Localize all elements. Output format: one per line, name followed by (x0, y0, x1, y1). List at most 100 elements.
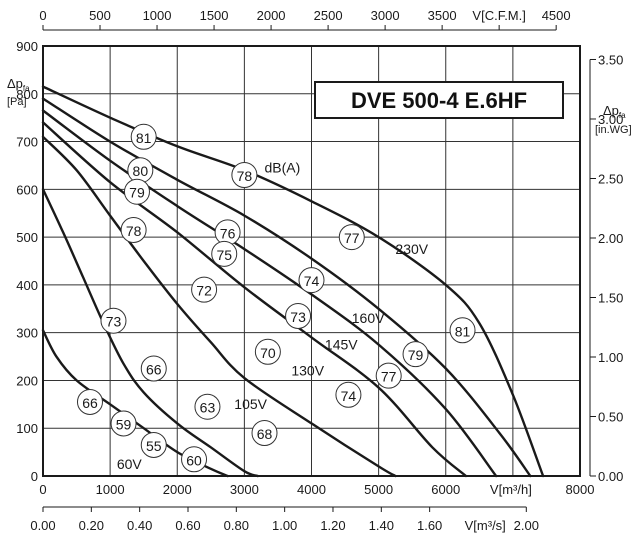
sound-level-value: 77 (381, 369, 397, 385)
sound-level-circle (298, 267, 325, 294)
sound-level-value: 63 (200, 400, 216, 416)
x-tick-label-bottom: 5000 (364, 482, 393, 497)
sound-level-marker: 72 (191, 276, 218, 303)
sound-level-circle (140, 355, 167, 382)
x-tick-label-cfm: 3000 (371, 8, 400, 23)
sound-level-marker: 55 (140, 431, 167, 458)
sound-level-value: 66 (146, 362, 162, 378)
y-tick-label-left: 200 (16, 373, 38, 388)
sound-level-marker: 81 (449, 317, 476, 344)
sound-level-marker: 77 (338, 224, 365, 251)
sound-level-marker: 81 (130, 123, 157, 150)
sound-level-marker: 79 (123, 178, 150, 205)
sound-level-marker: 73 (285, 302, 312, 329)
curve-line (41, 121, 468, 478)
svg-text:Δpfa: Δpfa (603, 103, 626, 120)
sound-level-circle (338, 224, 365, 251)
model-title-box: DVE 500-4 E.6HF (314, 81, 564, 119)
x-tick-label-m3s: 0.80 (224, 518, 249, 533)
x-tick-label-cfm: 2000 (257, 8, 286, 23)
sound-level-value: 77 (344, 230, 360, 246)
x-tick-label-cfm: 1000 (143, 8, 172, 23)
axes: 01002003004005006007008009000.000.501.00… (16, 8, 623, 533)
y-tick-label-left: 300 (16, 326, 38, 341)
x-tick-label-cfm: 4500 (542, 8, 571, 23)
y-tick-label-left: 900 (16, 39, 38, 54)
sound-level-marker: 78 (120, 216, 147, 243)
sound-level-circle (181, 446, 208, 473)
y-tick-label-left: 800 (16, 87, 38, 102)
curve-annotation: 130V (291, 363, 324, 379)
sound-level-marker: 68 (251, 420, 278, 446)
y-tick-label-right: 1.00 (598, 350, 623, 365)
sound-level-circle (449, 317, 476, 344)
sound-level-markers: 81 78 77 81 80 76 74 79 79 75 73 77 78 72 70 74 73 66 63 68… (76, 123, 476, 473)
y-tick-label-right: 3.50 (598, 52, 623, 67)
sound-level-circle (231, 162, 258, 188)
curve-annotation: 145V (325, 336, 358, 352)
x-tick-label-bottom: 3000 (230, 482, 259, 497)
x-tick-label-bottom: 6000 (431, 482, 460, 497)
sound-level-value: 75 (216, 247, 232, 263)
y-tick-label-left: 500 (16, 230, 38, 245)
sound-level-circle (76, 388, 103, 415)
y-tick-label-left: 400 (16, 278, 38, 293)
sound-level-circle (375, 362, 402, 389)
sound-level-value: 79 (408, 347, 424, 363)
sound-level-marker: 70 (254, 338, 281, 365)
curve-annotation: 105V (234, 396, 267, 412)
curve-line (41, 135, 397, 478)
sound-level-marker: 66 (140, 355, 167, 382)
sound-level-value: 60 (186, 452, 202, 468)
x-tick-label-cfm: 0 (39, 8, 46, 23)
x-tick-label-m3s: 2.00 (514, 518, 539, 533)
curve-annotation: 230V (395, 241, 428, 257)
svg-text:Δpfa: Δpfa (7, 76, 30, 93)
sound-level-circle (251, 420, 278, 446)
sound-level-value: 74 (341, 388, 357, 404)
y-tick-label-left: 600 (16, 182, 38, 197)
sound-level-marker: 73 (100, 307, 127, 334)
sound-level-value: 68 (257, 426, 273, 442)
x-tick-label-m3s: 1.60 (417, 518, 442, 533)
sound-level-value: 81 (455, 323, 471, 339)
x-tick-label-cfm: 1500 (200, 8, 229, 23)
x-tick-label-m3s: 0.40 (127, 518, 152, 533)
right-axis-title: Δpfa [in.WG] (595, 103, 632, 136)
x-tick-label-cfm: 2500 (314, 8, 343, 23)
sound-level-marker: 75 (211, 240, 238, 267)
curve-annotation: 160V (352, 310, 385, 326)
sound-level-value: 76 (220, 225, 236, 241)
sound-level-marker: 77 (375, 362, 402, 389)
sound-level-value: 73 (106, 314, 122, 330)
sound-level-value: 74 (304, 273, 320, 289)
x-axis-label-m3s: V[m³/s] (465, 518, 506, 533)
right-axis-label-sub: fa (619, 111, 626, 120)
x-tick-label-bottom: 0 (39, 482, 46, 497)
plot-frame (42, 45, 581, 477)
sound-level-value: 70 (260, 345, 276, 361)
sound-level-circle (120, 216, 147, 243)
sound-level-marker: 76 (214, 219, 241, 246)
sound-level-value: 55 (146, 438, 162, 454)
curve-line (41, 188, 259, 478)
sound-level-marker: 80 (127, 157, 154, 184)
sound-level-marker: 59 (110, 410, 137, 437)
left-axis-title: Δpfa [Pa] (7, 76, 30, 108)
sound-level-circle (140, 431, 167, 458)
sound-level-marker: 63 (194, 393, 221, 420)
sound-level-marker: 66 (76, 388, 103, 415)
sound-level-value: 59 (116, 416, 132, 432)
x-tick-label-m3s: 0.60 (175, 518, 200, 533)
x-tick-label-bottom: 4000 (297, 482, 326, 497)
x-tick-label-m3s: 0.20 (79, 518, 104, 533)
sound-level-circle (285, 302, 312, 329)
y-tick-label-left: 700 (16, 135, 38, 150)
y-tick-label-left: 0 (31, 469, 38, 484)
y-tick-label-right: 2.50 (598, 171, 623, 186)
sound-level-circle (130, 123, 157, 150)
x-tick-label-bottom: 8000 (566, 482, 595, 497)
sound-level-value: 81 (136, 130, 152, 146)
sound-level-marker: 78 (231, 162, 258, 188)
